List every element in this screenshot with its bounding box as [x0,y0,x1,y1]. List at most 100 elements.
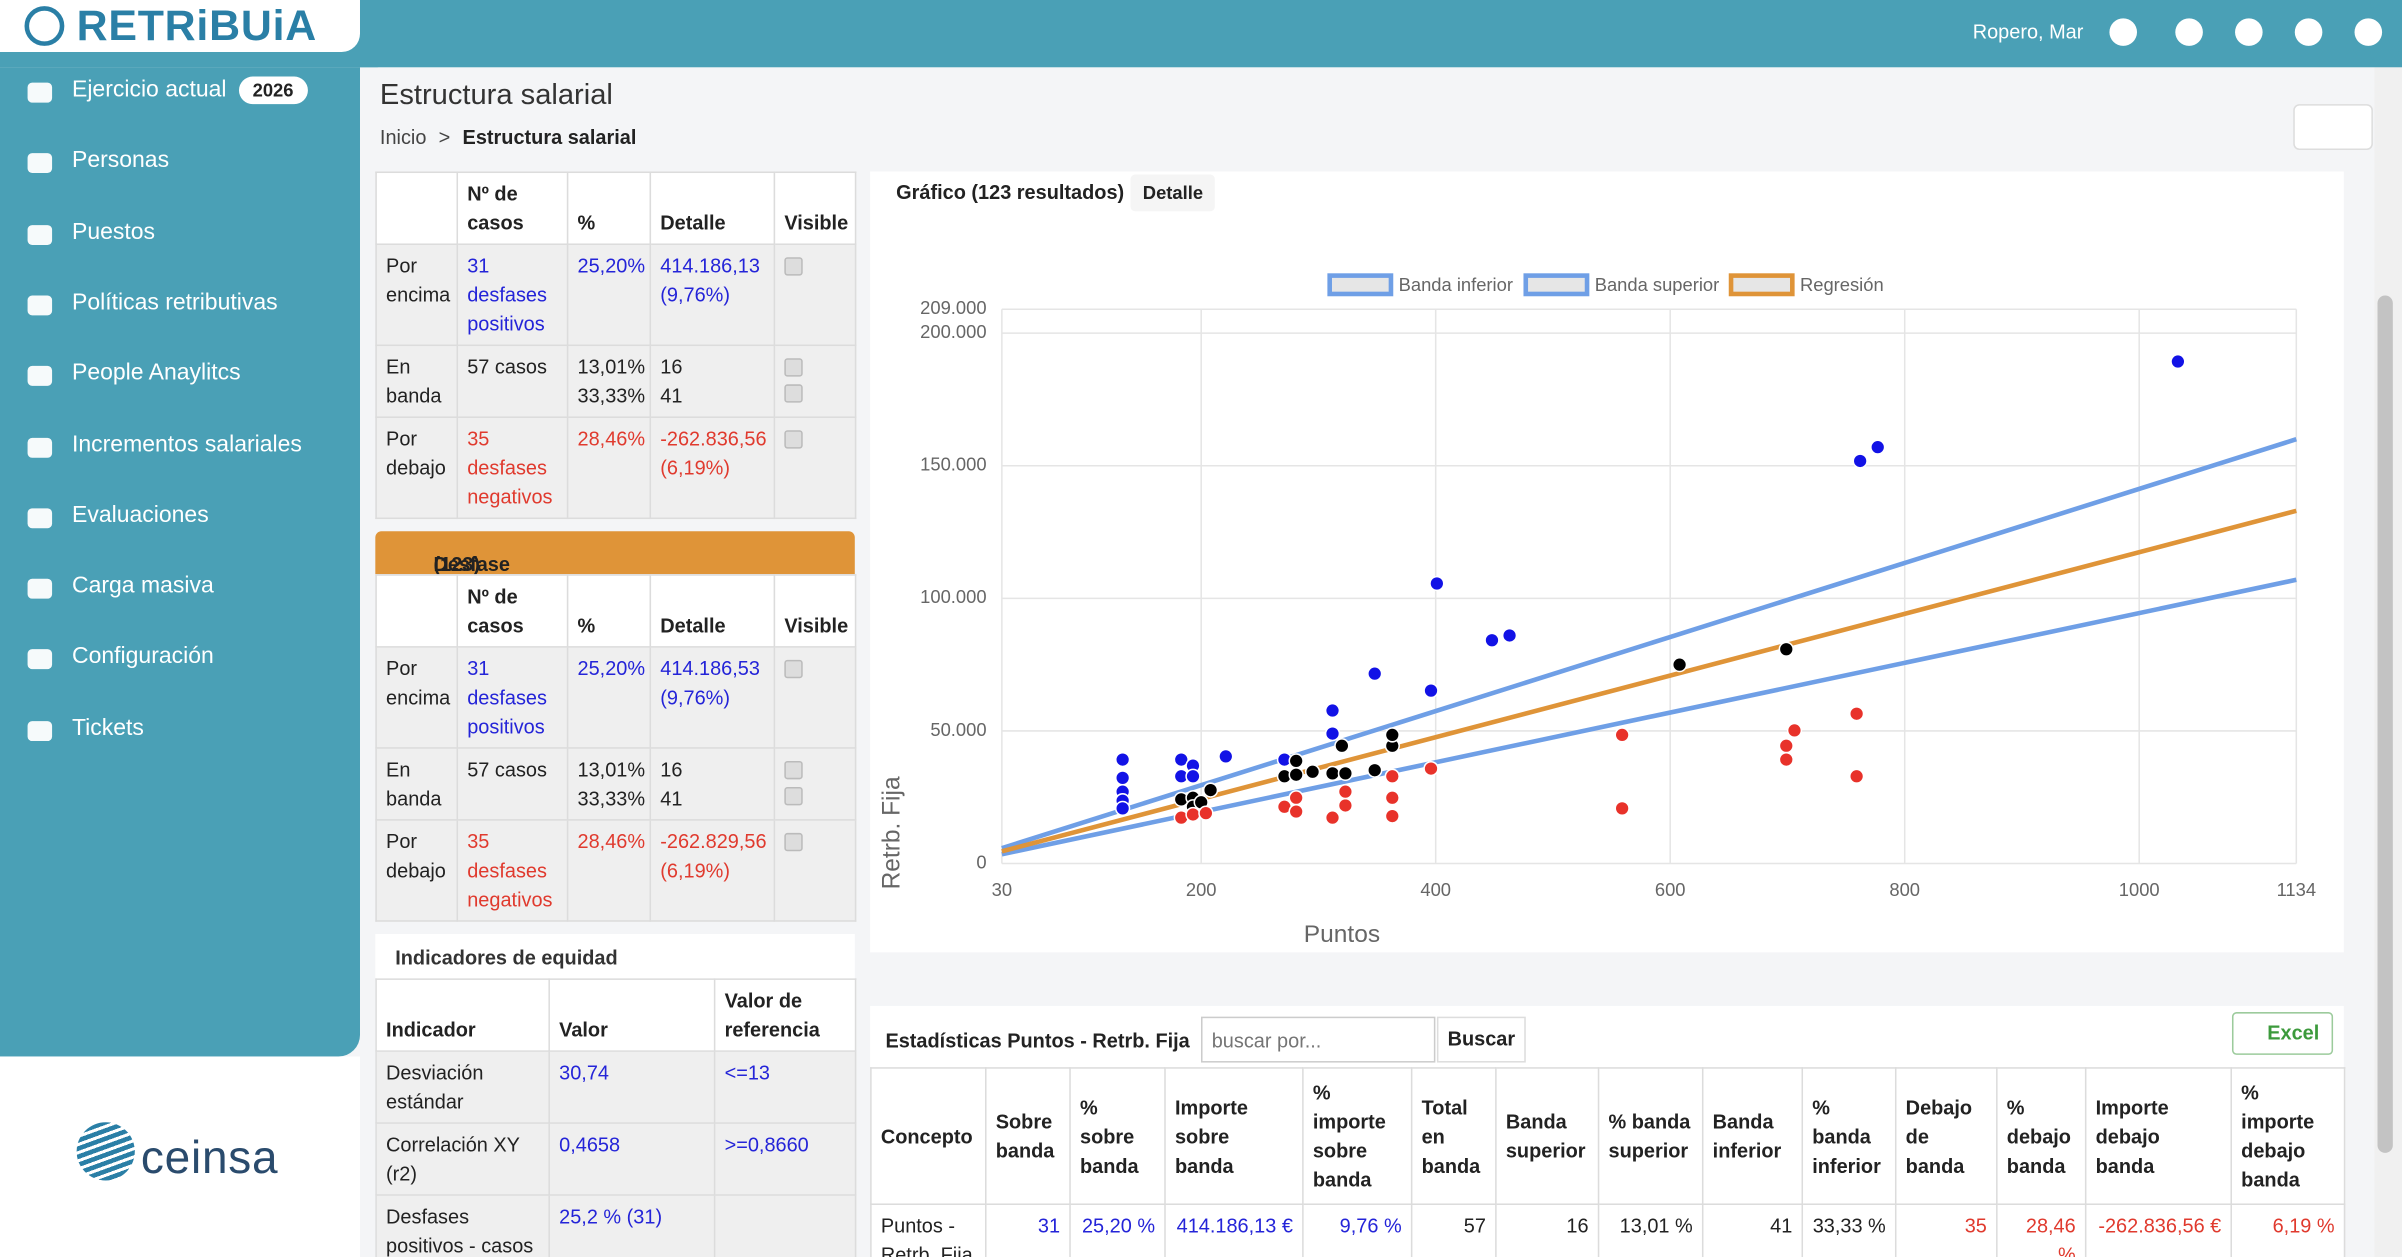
brand[interactable]: RETRiBUiA [76,1,318,49]
visible [773,747,857,821]
point [1786,722,1803,739]
point [2170,353,2186,370]
pct-line: 13,01% [577,757,646,781]
legend-swatch [1327,273,1394,297]
checkbox[interactable] [784,384,803,403]
search-input[interactable] [1201,1016,1436,1063]
pct-line: 25,20% [577,656,646,680]
y-tick-label: 209.000 [920,297,986,318]
cell: Desviación estándar [375,1050,550,1124]
regression-header[interactable]: Desfase de regresión (123) [375,531,855,622]
checkbox[interactable] [784,257,803,276]
y-axis-title: Retrb. Fija [879,776,906,889]
bell-icon[interactable] [2294,18,2323,46]
nav-icon [27,649,53,670]
power-icon[interactable] [2354,18,2383,46]
cell: <=13 [713,1050,857,1124]
header-cell: % [566,574,652,648]
row: Por debajo 35 desfases negativos 28,46% -26… [375,819,857,922]
checkbox[interactable] [784,358,803,377]
nav-item[interactable]: Configuración [72,644,214,670]
stats-panel: Estadísticas Puntos - Retrb. Fija Buscar… [870,1005,2346,1257]
header-cell: Banda superior [1495,1067,1600,1205]
cell: Correlación XY (r2) [375,1122,550,1196]
header-cell [375,574,459,648]
visible [773,819,857,922]
row: En banda 57 casos 13,01% 33,33% 16 41 [375,747,857,821]
checkbox[interactable] [784,832,803,852]
point [1870,439,1886,455]
nav-icon [27,295,53,316]
point [1304,764,1321,780]
point [1778,751,1794,768]
x-tick-label: 400 [1420,879,1451,900]
row: Desfases positivos - casos 25,2 % (31) [375,1194,857,1257]
header-cell: % debajo banda [1996,1067,2087,1205]
pct-line: 28,46% [577,427,646,451]
user-name[interactable]: Ropero, Mar [1972,19,2084,43]
detail-button[interactable]: Detalle [1130,174,1216,212]
checkbox[interactable] [784,760,803,780]
cell [713,1194,857,1257]
point [1114,800,1131,817]
header-row: Concepto Sobre banda% sobre banda Importe … [870,1067,2346,1205]
checkbox[interactable] [784,786,803,806]
cell: 9,76 % [1302,1203,1413,1257]
row-label: Por debajo [375,416,459,520]
equity-panel: Indicadores de equidad Indicador Valor Val… [375,933,857,1257]
header-cell: Visible [773,171,857,245]
point [1614,727,1630,743]
nav-icon [27,82,53,103]
cell: 25,20 % [1069,1203,1166,1257]
chart: 0 50.000 100.000 150.000 200.000 209.000 30 200… [879,273,2316,948]
nav-item[interactable]: Tickets [72,715,144,741]
detail: 414.186,53 (9,76%) [649,646,776,749]
point [1614,800,1630,817]
point [1337,784,1354,800]
nav-item[interactable]: Ejercicio actual 2026 [72,76,308,105]
point [1848,768,1865,784]
point [1423,760,1439,777]
count: (123) [433,552,481,576]
cell: Puntos - Retrb. Fija [870,1203,987,1257]
pct: 28,46% [566,416,652,520]
point [1384,727,1400,743]
regression-title: Desfase de regresión (123) [404,542,525,622]
nav-label: Puestos [71,218,156,245]
legend-swatch [1728,273,1795,297]
chat-icon[interactable] [2175,18,2203,46]
cases: 35 desfases negativos [456,416,569,520]
nav-item[interactable]: Puestos [72,218,155,244]
point [1324,810,1341,826]
regression-table: Nº de casos% Detalle Visible Por encima 31 d… [375,574,857,922]
checkbox[interactable] [784,659,803,679]
settings-icon[interactable] [2109,18,2138,46]
row-label: En banda [375,344,459,418]
nav-item[interactable]: Políticas retributivas [72,289,278,315]
crumb-link[interactable]: Inicio [379,125,427,149]
search-button[interactable]: Buscar [1436,1016,1526,1063]
view-button[interactable] [2293,104,2373,151]
detail-line: 16 [660,757,683,781]
point [1423,682,1439,699]
nav-item[interactable]: Incrementos salariales [72,431,302,457]
nav-item[interactable]: Carga masiva [72,573,214,599]
nav-item[interactable]: Evaluaciones [72,502,209,528]
nav-item[interactable]: People Anaylitcs [72,360,241,386]
scroll-thumb[interactable] [2377,295,2393,1153]
nav-item[interactable]: Personas [72,147,169,173]
detail-line: -262.829,56 (6,19%) [660,829,767,882]
point [1337,765,1354,782]
point [1185,806,1201,823]
header-row: Nº de casos% Detalle Visible [375,171,857,245]
cases: 31 desfases positivos [456,243,569,347]
point [1288,753,1304,769]
point [1501,627,1518,644]
nav-label: Evaluaciones [71,501,209,528]
checkbox[interactable] [784,430,803,449]
point [1202,782,1219,798]
help-icon[interactable] [2235,18,2263,46]
page-title: Estructura salarial [379,79,613,112]
sidebar-footer [0,1056,360,1257]
excel-button[interactable]: Excel [2231,1012,2334,1055]
